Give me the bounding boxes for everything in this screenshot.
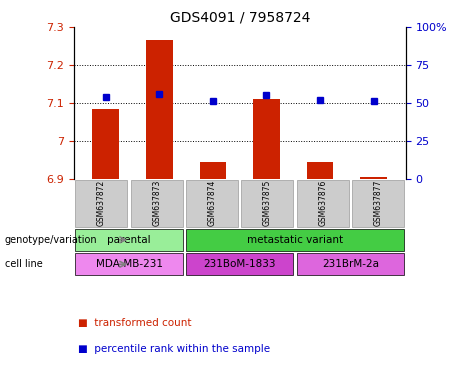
Bar [93, 109, 119, 179]
Bar [242, 180, 293, 227]
Bar [186, 229, 404, 251]
Text: GSM637876: GSM637876 [318, 180, 327, 227]
Bar [307, 162, 333, 179]
Text: GSM637872: GSM637872 [97, 180, 106, 226]
Bar [200, 162, 226, 179]
Text: ■  transformed count: ■ transformed count [78, 318, 192, 328]
Text: GSM637873: GSM637873 [152, 180, 161, 227]
Text: 231BrM-2a: 231BrM-2a [322, 259, 379, 269]
Bar [186, 180, 238, 227]
Text: GSM637877: GSM637877 [373, 180, 383, 227]
Bar [76, 180, 127, 227]
Bar [360, 177, 387, 179]
Text: GSM637875: GSM637875 [263, 180, 272, 227]
Text: ■  percentile rank within the sample: ■ percentile rank within the sample [78, 344, 271, 354]
Bar [131, 180, 183, 227]
Text: metastatic variant: metastatic variant [247, 235, 343, 245]
Bar [352, 180, 404, 227]
Bar [76, 229, 183, 251]
Bar [146, 40, 173, 179]
Text: MDA-MB-231: MDA-MB-231 [95, 259, 163, 269]
Bar [253, 99, 280, 179]
Title: GDS4091 / 7958724: GDS4091 / 7958724 [170, 10, 310, 24]
Text: GSM637874: GSM637874 [207, 180, 217, 227]
Text: parental: parental [107, 235, 151, 245]
Text: 231BoM-1833: 231BoM-1833 [203, 259, 276, 269]
Text: genotype/variation: genotype/variation [5, 235, 97, 245]
Bar [297, 253, 404, 275]
Bar [297, 180, 349, 227]
Bar [186, 253, 293, 275]
Bar [76, 253, 183, 275]
Text: cell line: cell line [5, 259, 42, 269]
